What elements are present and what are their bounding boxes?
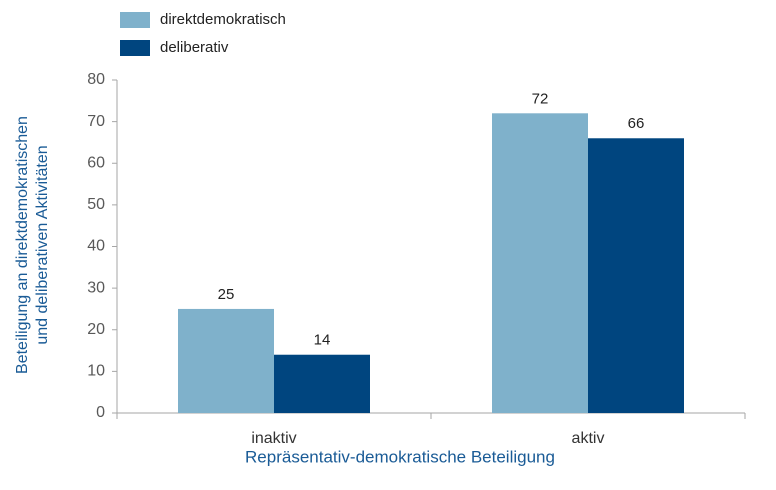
- y-axis-title: Beteiligung an direktdemokratischen und …: [14, 116, 51, 374]
- y-tick-label: 60: [87, 154, 105, 171]
- legend-label: direktdemokratisch: [160, 11, 286, 28]
- bar: [178, 308, 274, 413]
- x-tick-label: inaktiv: [251, 430, 296, 447]
- y-tick-label: 20: [87, 321, 105, 338]
- value-label: 72: [532, 90, 549, 107]
- x-axis-title: Repräsentativ-demokratische Beteiligung: [245, 447, 555, 466]
- y-tick-label: 30: [87, 279, 105, 296]
- value-label: 14: [314, 332, 331, 349]
- bar: [588, 138, 684, 413]
- y-tick-label: 10: [87, 363, 105, 380]
- value-label: 66: [628, 115, 645, 132]
- value-label: 25: [218, 286, 235, 303]
- bar: [274, 354, 370, 413]
- y-tick-label: 0: [96, 404, 105, 421]
- y-tick-label: 50: [87, 196, 105, 213]
- y-tick-label: 80: [87, 71, 105, 88]
- legend-label: deliberativ: [160, 39, 229, 56]
- y-tick-label: 70: [87, 113, 105, 130]
- legend-swatch: [120, 40, 150, 56]
- legend-swatch: [120, 12, 150, 28]
- y-tick-label: 40: [87, 238, 105, 255]
- y-axis-title-line: Beteiligung an direktdemokratischen: [14, 116, 31, 374]
- x-tick-label: aktiv: [572, 430, 605, 447]
- bar: [492, 113, 588, 414]
- y-axis-title-line: und deliberativen Aktivitäten: [34, 145, 51, 344]
